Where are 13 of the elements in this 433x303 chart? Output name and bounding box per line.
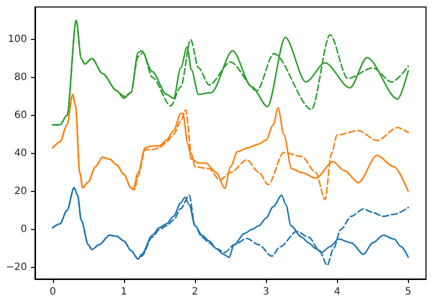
y-tick-label: 80 xyxy=(14,72,27,83)
x-tick-label: 1 xyxy=(120,286,128,298)
x-tick-label: 4 xyxy=(334,286,340,298)
y-tick-label: 40 xyxy=(14,148,27,159)
x-tick-label: 3 xyxy=(262,286,270,298)
y-tick-label: 20 xyxy=(14,186,27,198)
y-tick-label: 0 xyxy=(20,224,27,236)
y-tick-label: 60 xyxy=(14,110,27,121)
y-tick-label: 100 xyxy=(8,34,27,45)
x-tick-label: 0 xyxy=(50,286,56,298)
y-tick-label: −20 xyxy=(6,262,27,274)
x-tick-label: 5 xyxy=(405,286,412,298)
x-tick-label: 2 xyxy=(192,286,198,298)
